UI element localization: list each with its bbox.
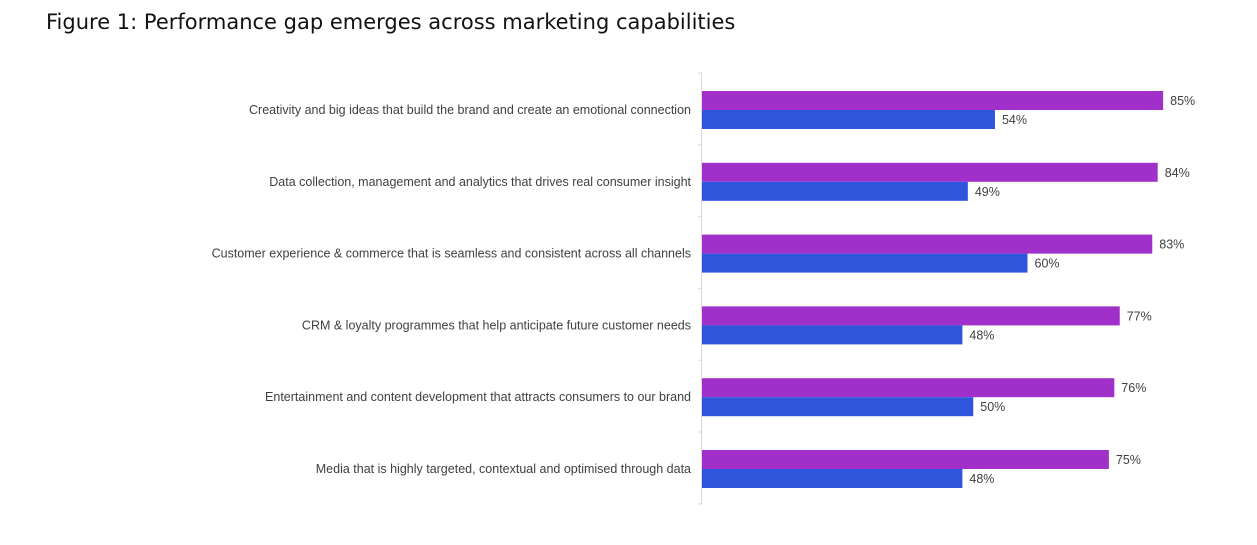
category-label: Data collection, management and analytic…	[269, 175, 691, 189]
data-label: 84%	[1165, 166, 1190, 180]
data-label: 85%	[1170, 94, 1195, 108]
data-label: 60%	[1035, 257, 1060, 271]
bar	[702, 253, 1028, 273]
bar	[702, 469, 963, 488]
bar	[702, 306, 1120, 326]
data-label: 75%	[1116, 453, 1141, 467]
bar	[702, 378, 1115, 398]
bar	[702, 397, 974, 417]
bar	[702, 162, 1158, 182]
bar	[702, 181, 968, 201]
category-label: Entertainment and content development th…	[265, 390, 691, 404]
bar	[702, 450, 1109, 469]
bar	[702, 325, 963, 345]
category-label: Media that is highly targeted, contextua…	[316, 462, 691, 476]
bar	[702, 91, 1164, 110]
bar	[702, 110, 995, 129]
data-label: 83%	[1159, 238, 1184, 252]
data-label: 48%	[969, 328, 994, 342]
bar	[702, 234, 1153, 254]
data-label: 77%	[1127, 309, 1152, 323]
data-label: 49%	[975, 185, 1000, 199]
data-label: 48%	[969, 472, 994, 486]
data-label: 54%	[1002, 113, 1027, 127]
category-label: Creativity and big ideas that build the …	[249, 103, 691, 117]
chart-title: Figure 1: Performance gap emerges across…	[46, 10, 736, 34]
category-label: CRM & loyalty programmes that help antic…	[302, 318, 691, 332]
category-label: Customer experience & commerce that is s…	[212, 247, 691, 261]
data-label: 76%	[1121, 381, 1146, 395]
data-label: 50%	[980, 400, 1005, 414]
